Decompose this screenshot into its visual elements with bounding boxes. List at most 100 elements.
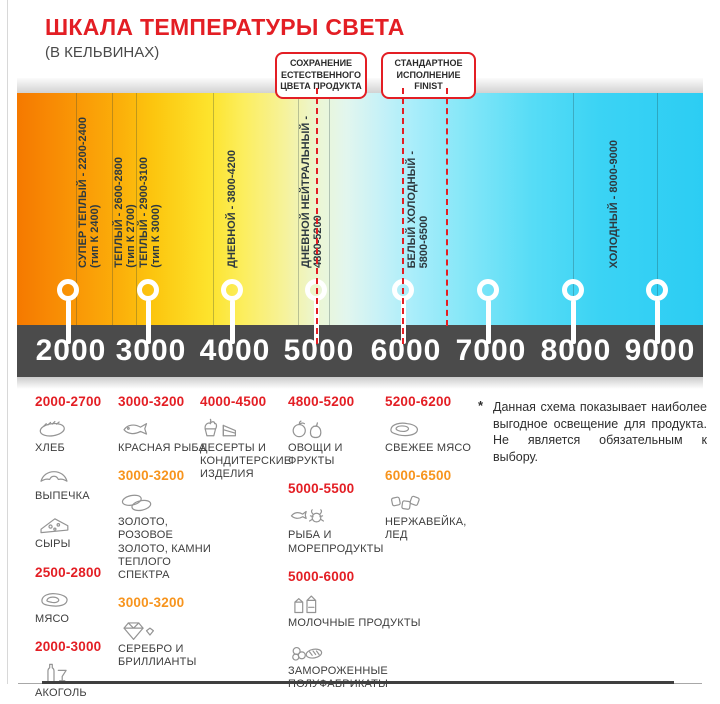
zone-label: ХОЛОДНЫЙ - 8000-9000 [608,140,620,268]
marker-pin-circle [477,279,499,301]
seafood-icon [288,502,384,528]
scale-grid-line [298,93,299,325]
category-item: СЫРЫ [35,511,115,551]
bottom-rule-thick [42,681,674,684]
category-label: НЕРЖАВЕЙКА, ЛЕД [385,516,467,542]
red-dashed-guideline [402,88,404,344]
category-item: АКОГОЛЬ [35,660,115,700]
category-item: МОЛОЧНЫЕ ПРОДУКТЫ [288,590,420,630]
kelvin-tick-value: 6000 [370,334,442,367]
scale-grid-line [329,93,330,325]
kelvin-tick-value: 2000 [35,334,107,367]
temperature-range-group: 5000-5500 РЫБА И МОРЕПРОДУКТЫ [288,481,384,555]
category-item: РЫБА И МОРЕПРОДУКТЫ [288,502,384,555]
category-item: КРАСНАЯ РЫБА [118,415,214,455]
temperature-range-group: 2500-2800 МЯСО [35,565,115,626]
zone-label: БЕЛЫЙ ХОЛОДНЫЙ -5800-6500 [406,151,430,268]
kelvin-axis-bar [17,325,703,377]
dairy-icon [288,590,384,616]
zone-label-sub: 4800-5200 [312,215,324,268]
category-label: СЕРЕБРО И БРИЛЛИАНТЫ [118,643,197,669]
category-label: КРАСНАЯ РЫБА [118,442,207,454]
zone-label: ТЕПЛЫЙ - 2600-2800 (тип К 2700) [113,157,137,268]
zone-label: СУПЕР ТЕПЛЫЙ - 2200-2400 (тип К 2400) [77,117,101,268]
range-title: 2500-2800 [35,564,102,580]
category-item: СВЕЖЕЕ МЯСО [385,415,473,455]
scale-grid-line [112,93,113,325]
category-column-3: 4000-4500 ДЕСЕРТЫ И КОНДИТЕРСКИЕ ИЗДЕЛИЯ [200,394,292,495]
zone-label-sub: (тип К 2400) [89,204,101,268]
desserts-icon [200,415,288,441]
category-item: НЕРЖАВЕЙКА, ЛЕД [385,489,473,542]
scale-grid-line [213,93,214,325]
range-title: 5000-5500 [288,481,355,497]
zone-label-text: БЕЛЫЙ ХОЛОДНЫЙ - [406,150,418,268]
scale-grid-line [76,93,77,325]
frozen-icon [288,638,384,664]
category-label: ЗОЛОТО, РОЗОВОЕ ЗОЛОТО, КАМНИ ТЕПЛОГО СП… [118,516,211,581]
zone-label: ДНЕВНОЙ - 3800-4200 [226,150,238,268]
category-item: МЯСО [35,586,115,626]
range-title: 3000-3200 [118,394,185,409]
kelvin-tick-value: 4000 [199,334,271,367]
range-title: 5000-6000 [288,568,355,584]
marker-pin-circle [137,279,159,301]
marker-pin-circle [221,279,243,301]
temperature-range-group: 3000-3200 СЕРЕБРО И БРИЛЛИАНТЫ [118,595,214,669]
marker-pin-stem [65,300,71,344]
range-title: 2000-3000 [35,638,102,654]
kelvin-tick-value: 3000 [115,334,187,367]
temperature-range-group: 2000-2700 ХЛЕБ ВЫПЕЧКА СЫРЫ [35,394,115,552]
red-dashed-guideline [316,88,318,344]
meat-icon [35,586,115,612]
category-column-4: 4800-5200 ОВОЩИ И ФРУКТЫ 5000-5500 РЫБА И М… [288,394,420,704]
category-label: ЗАМОРОЖЕННЫЕ ПОЛУФАБРИКАТЫ [288,664,389,691]
rings-icon [118,489,214,515]
zone-label-text: ДНЕВНОЙ - 3800-4200 [226,150,238,268]
kelvin-tick-value: 7000 [455,334,527,367]
category-label: СВЕЖЕЕ МЯСО [385,442,472,454]
category-item: ЗОЛОТО, РОЗОВОЕ ЗОЛОТО, КАМНИ ТЕПЛОГО СП… [118,489,214,582]
marker-pin-stem [570,300,576,344]
category-column-2: 3000-3200 КРАСНАЯ РЫБА 3000-3200 ЗОЛОТО, РО… [118,394,214,683]
scale-grid-line [657,93,658,325]
zone-label-sub: (тип К 2700) [125,204,137,268]
range-title: 4800-5200 [288,394,355,409]
temperature-range-group: 4000-4500 ДЕСЕРТЫ И КОНДИТЕРСКИЕ ИЗДЕЛИЯ [200,394,292,482]
zone-label-sub: (тип К 3000) [150,204,162,268]
category-label: ДЕСЕРТЫ И КОНДИТЕРСКИЕ ИЗДЕЛИЯ [200,442,292,481]
scale-grid-line [573,93,574,325]
category-item: ДЕСЕРТЫ И КОНДИТЕРСКИЕ ИЗДЕЛИЯ [200,415,292,482]
temperature-range-group: 3000-3200 ЗОЛОТО, РОЗОВОЕ ЗОЛОТО, КАМНИ Т… [118,468,214,582]
range-title: 4000-4500 [200,394,267,409]
marker-pin-circle [57,279,79,301]
range-title: 6000-6500 [385,468,452,484]
temperature-range-group: 4800-5200 ОВОЩИ И ФРУКТЫ [288,394,384,468]
range-title: 5200-6200 [385,394,452,409]
kelvin-tick-value: 9000 [624,334,696,367]
zone-label-text: ДНЕВНОЙ НЕЙТРАЛЬНЫЙ - [300,116,312,268]
diamond-icon [118,616,214,642]
category-item: ОВОЩИ И ФРУКТЫ [288,415,384,468]
zone-label-text: ТЕПЛЫЙ - 2900-3100 [138,157,150,268]
kelvin-tick-value: 8000 [540,334,612,367]
page-subtitle: (В КЕЛЬВИНАХ) [45,44,160,61]
kelvin-tick-value: 5000 [283,334,355,367]
category-column-1: 2000-2700 ХЛЕБ ВЫПЕЧКА СЫРЫ 2500-2800 МЯСО 200… [35,394,115,704]
category-label: МЯСО [35,612,70,625]
category-label: РЫБА И МОРЕПРОДУКТЫ [288,529,384,555]
pastry-icon [35,463,115,489]
category-item: ВЫПЕЧКА [35,463,115,503]
zone-label: ТЕПЛЫЙ - 2900-3100 (тип К 3000) [138,157,162,268]
page-title: ШКАЛА ТЕМПЕРАТУРЫ СВЕТА [45,14,405,40]
zone-label-text: ХОЛОДНЫЙ - 8000-9000 [608,139,620,268]
category-label: СЫРЫ [35,538,71,551]
alcohol-icon [35,660,115,686]
zone-label: ДНЕВНОЙ НЕЙТРАЛЬНЫЙ -4800-5200 [300,116,324,268]
marker-pin-circle [646,279,668,301]
scale-shadow [17,377,703,389]
cheese-icon [35,511,115,537]
fresh-meat-icon [385,415,473,441]
marker-pin-stem [654,300,660,344]
